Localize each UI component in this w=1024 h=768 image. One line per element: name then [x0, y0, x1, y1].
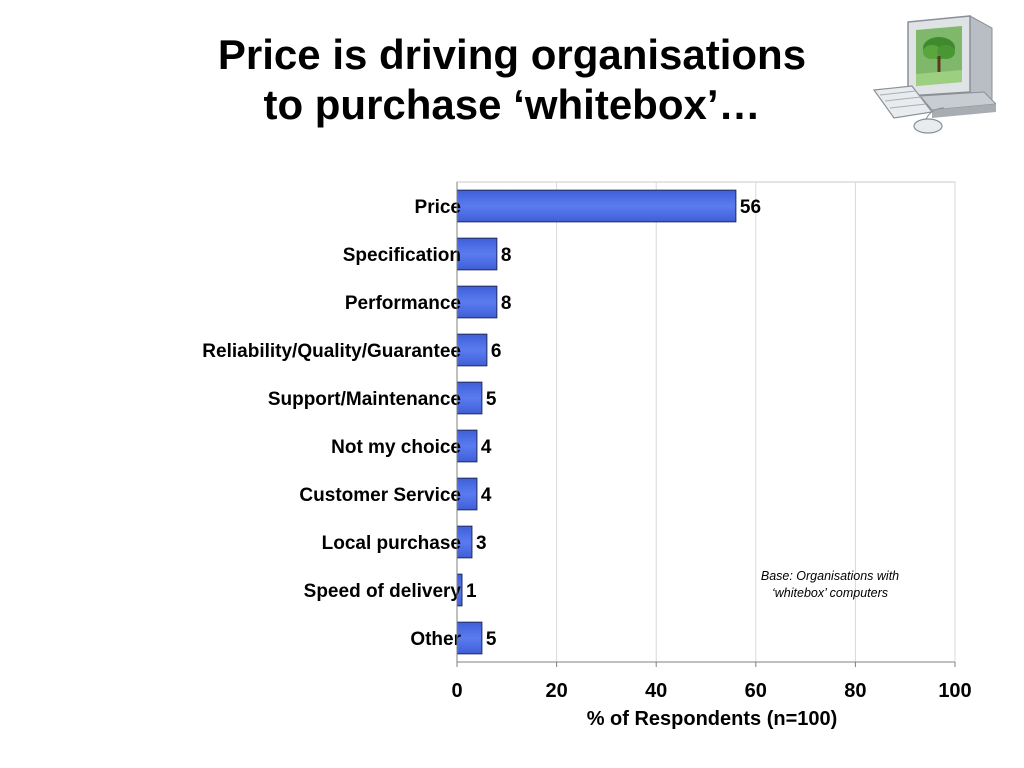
slide-title-line-1: Price is driving organisations	[217, 31, 807, 78]
base-note-line-2: ‘whitebox’ computers	[771, 586, 889, 600]
category-label: Reliability/Quality/Guarantee	[202, 341, 461, 362]
category-label: Customer Service	[299, 485, 461, 506]
category-label: Price	[415, 197, 461, 218]
x-axis-label: % of Respondents (n=100)	[587, 708, 838, 730]
slide-title: Price is driving organisations to purcha…	[0, 30, 1024, 130]
category-label: Support/Maintenance	[268, 389, 461, 410]
category-label: Not my choice	[331, 437, 461, 458]
x-tick-label: 80	[844, 680, 866, 702]
data-label: 8	[501, 293, 512, 314]
category-label: Other	[410, 629, 461, 650]
data-label: 5	[486, 629, 497, 650]
data-label: 6	[491, 341, 502, 362]
category-label: Speed of delivery	[304, 581, 462, 602]
category-label: Specification	[343, 245, 461, 266]
data-label: 4	[481, 485, 492, 506]
x-tick-label: 100	[938, 680, 971, 702]
category-label: Local purchase	[322, 533, 461, 554]
desktop-computer-icon	[872, 15, 996, 134]
base-note: Base: Organisations with ‘whitebox’ comp…	[730, 568, 930, 602]
bar	[456, 189, 737, 223]
data-label: 3	[476, 533, 487, 554]
bar	[456, 333, 488, 367]
bar	[456, 285, 498, 319]
category-label: Performance	[345, 293, 461, 314]
bar	[456, 621, 483, 655]
data-label: 5	[486, 389, 497, 410]
x-tick-label: 40	[645, 680, 667, 702]
data-label: 1	[466, 581, 477, 602]
x-tick-label: 60	[745, 680, 767, 702]
slide-title-line-2: to purchase ‘whitebox’…	[263, 81, 761, 128]
base-note-line-1: Base: Organisations with	[760, 569, 900, 583]
data-label: 4	[481, 437, 492, 458]
x-tick-label: 20	[545, 680, 567, 702]
plot-area	[456, 181, 956, 663]
bar	[456, 237, 498, 271]
data-label: 56	[740, 197, 761, 218]
bar	[456, 381, 483, 415]
x-tick-label: 0	[451, 680, 462, 702]
data-label: 8	[501, 245, 512, 266]
